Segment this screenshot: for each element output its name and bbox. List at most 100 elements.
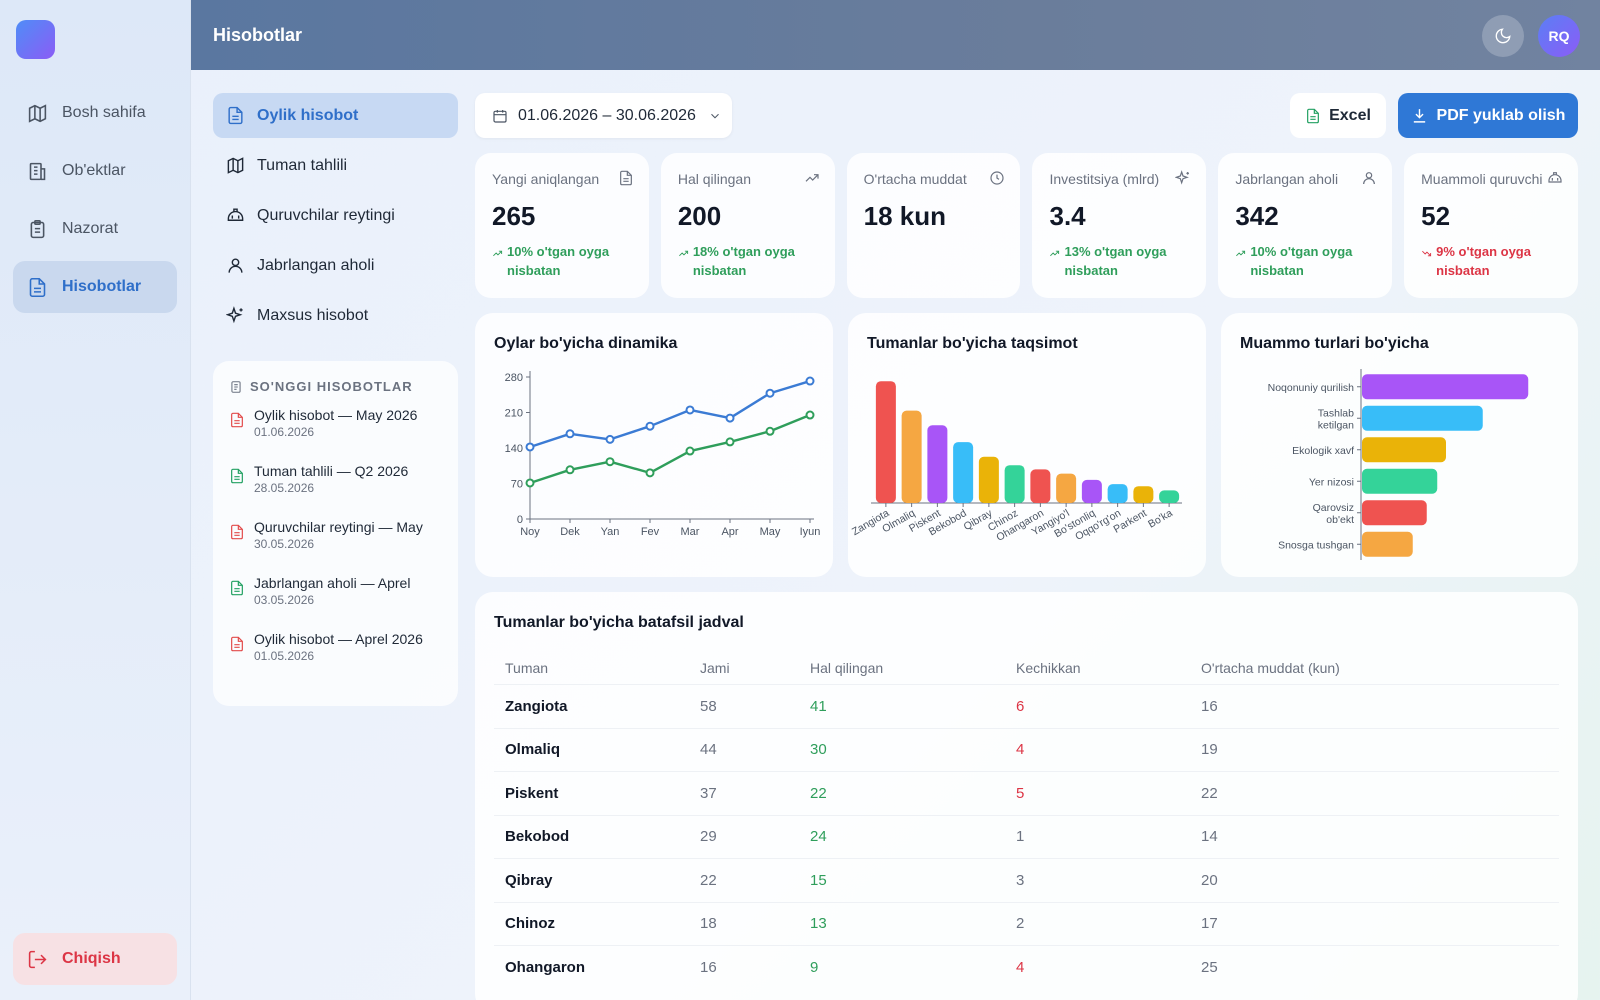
data-point[interactable]	[525, 478, 535, 488]
bar[interactable]	[978, 456, 999, 503]
sidebar-item-reports[interactable]: Hisobotlar	[13, 261, 177, 313]
stat-card-resolved: Hal qilingan 200 18% o'tgan oyga nisbata…	[660, 153, 835, 298]
sparkles-icon	[1175, 170, 1190, 185]
table-row[interactable]: Bekobod 29 24 1 14	[494, 814, 1559, 859]
bar[interactable]	[1081, 479, 1102, 503]
stat-delta: 13% o'tgan oyga nisbatan	[1049, 242, 1189, 280]
table-cell: 22	[810, 784, 827, 802]
data-point[interactable]	[725, 437, 735, 447]
data-point[interactable]	[765, 426, 775, 436]
data-point[interactable]	[805, 376, 815, 386]
bar[interactable]	[1030, 469, 1051, 503]
column-header[interactable]: Hal qilingan	[810, 660, 884, 676]
reports-menu-district[interactable]: Tuman tahlili	[213, 143, 458, 188]
bar[interactable]	[1362, 531, 1413, 557]
file-icon	[619, 170, 632, 186]
table-row[interactable]: Chinoz 18 13 2 17	[494, 901, 1559, 946]
bar[interactable]	[927, 425, 948, 503]
bar[interactable]	[1362, 437, 1446, 463]
column-header[interactable]: Tuman	[505, 660, 549, 676]
bar[interactable]	[875, 381, 896, 503]
data-point[interactable]	[565, 429, 575, 439]
date-range-value: 01.06.2026 – 30.06.2026	[518, 106, 696, 124]
logout-button[interactable]: Chiqish	[13, 933, 177, 985]
recent-report-item[interactable]: Oylik hisobot — May 2026 01.06.2026	[229, 406, 442, 462]
table-row[interactable]: Ohangaron 16 9 4 25	[494, 945, 1559, 989]
data-point[interactable]	[685, 446, 695, 456]
pdf-download-button[interactable]: PDF yuklab olish	[1398, 93, 1578, 138]
y-tick-label: Noqonuniy qurilish	[1268, 382, 1355, 394]
table-row[interactable]: Qibray 22 15 3 20	[494, 858, 1559, 902]
bar[interactable]	[1362, 468, 1438, 494]
data-point[interactable]	[525, 442, 535, 452]
data-point[interactable]	[605, 434, 615, 444]
theme-toggle-button[interactable]	[1482, 15, 1524, 57]
stat-delta-text: 13% o'tgan oyga nisbatan	[1064, 244, 1167, 278]
column-header[interactable]: Jami	[700, 660, 730, 676]
data-point[interactable]	[645, 468, 655, 478]
reports-menu-monthly[interactable]: Oylik hisobot	[213, 93, 458, 138]
chart-card-districts: Tumanlar bo'yicha taqsimot Zangiota Olmal…	[848, 313, 1206, 577]
data-point[interactable]	[685, 405, 695, 415]
table-row[interactable]: Piskent 37 22 5 22	[494, 771, 1559, 815]
top-header: Hisobotlar RQ	[191, 0, 1600, 70]
date-range-picker[interactable]: 01.06.2026 – 30.06.2026	[475, 93, 732, 138]
reports-menu: Oylik hisobot Tuman tahlili Quruvchilar …	[213, 93, 458, 343]
stat-value: 200	[677, 201, 722, 231]
excel-export-button[interactable]: Excel	[1290, 93, 1386, 138]
avatar[interactable]: RQ	[1538, 15, 1580, 57]
reports-menu-label: Quruvchilar reytingi	[257, 206, 395, 224]
recent-report-name: Tuman tahlili — Q2 2026	[254, 463, 409, 479]
column-header[interactable]: Kechikkan	[1016, 660, 1081, 676]
table-cell: 20	[1201, 871, 1218, 889]
table-cell: Zangiota	[505, 697, 568, 715]
table-cell: Qibray	[505, 871, 553, 889]
bar[interactable]	[953, 442, 974, 503]
bar[interactable]	[1362, 405, 1483, 431]
table-cell: 22	[700, 871, 717, 889]
reports-menu-affected[interactable]: Jabrlangan aholi	[213, 243, 458, 288]
column-header[interactable]: O'rtacha muddat (kun)	[1201, 660, 1340, 676]
table-row[interactable]: Zangiota 58 41 6 16	[494, 684, 1559, 728]
chart-title: Muammo turlari bo'yicha	[1240, 335, 1429, 352]
stat-delta-text: 10% o'tgan oyga nisbatan	[507, 244, 610, 278]
table-cell: 17	[1201, 915, 1218, 933]
stat-card-new: Yangi aniqlangan 265 10% o'tgan oyga nis…	[475, 153, 649, 298]
table-cell: 19	[1201, 741, 1218, 759]
data-point[interactable]	[805, 410, 815, 420]
bar[interactable]	[1107, 484, 1128, 503]
sidebar-item-objects[interactable]: Ob'ektlar	[13, 145, 177, 197]
sidebar-item-control[interactable]: Nazorat	[13, 203, 177, 255]
map-icon	[227, 157, 244, 174]
bar[interactable]	[1362, 374, 1529, 400]
recent-report-item[interactable]: Oylik hisobot — Aprel 2026 01.05.2026	[229, 630, 442, 686]
bar[interactable]	[1133, 486, 1154, 503]
sidebar-item-label: Nazorat	[62, 220, 119, 237]
district-table-card: Tumanlar bo'yicha batafsil jadval Tuman …	[475, 592, 1578, 1000]
bar[interactable]	[1004, 465, 1025, 503]
y-tick-label: 70	[511, 479, 523, 491]
y-tick-label: 280	[505, 372, 523, 384]
sidebar-item-home[interactable]: Bosh sahifa	[13, 87, 177, 139]
recent-report-item[interactable]: Quruvchilar reytingi — May 30.05.2026	[229, 518, 442, 574]
data-point[interactable]	[565, 465, 575, 475]
data-point[interactable]	[765, 388, 775, 398]
data-point[interactable]	[605, 457, 615, 467]
sidebar: Bosh sahifa Ob'ektlar Nazorat Hisobotlar…	[0, 0, 191, 1000]
bar[interactable]	[1362, 500, 1427, 526]
reports-menu-builders[interactable]: Quruvchilar reytingi	[213, 193, 458, 238]
bar[interactable]	[901, 410, 922, 503]
recent-report-item[interactable]: Tuman tahlili — Q2 2026 28.05.2026	[229, 462, 442, 518]
bar[interactable]	[1056, 473, 1077, 503]
app-logo[interactable]	[16, 20, 55, 59]
stat-value: 52	[1421, 201, 1451, 231]
pdf-download-label: PDF yuklab olish	[1436, 106, 1566, 124]
data-point[interactable]	[645, 421, 655, 431]
recent-report-item[interactable]: Jabrlangan aholi — Aprel 03.05.2026	[229, 574, 442, 630]
reports-menu-custom[interactable]: Maxsus hisobot	[213, 293, 458, 338]
table-row[interactable]: Olmaliq 44 30 4 19	[494, 727, 1559, 772]
x-tick-label: Yan	[601, 526, 620, 538]
data-point[interactable]	[725, 413, 735, 423]
table-cell: 30	[810, 741, 827, 759]
bar[interactable]	[1159, 490, 1180, 503]
